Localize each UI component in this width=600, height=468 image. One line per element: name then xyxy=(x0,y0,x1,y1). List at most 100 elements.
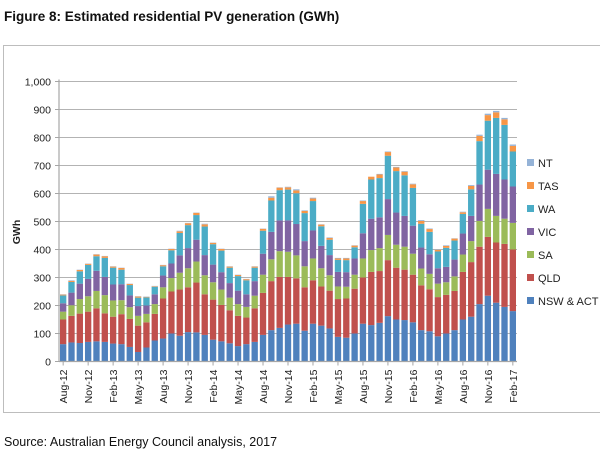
bar-segment-tas xyxy=(451,238,458,241)
legend-item: NSW & ACT xyxy=(527,296,599,308)
bar-segment-qld xyxy=(351,288,358,334)
bar-segment-sa xyxy=(351,274,358,289)
bar-segment-wa xyxy=(168,250,175,264)
bar-segment-tas xyxy=(193,212,200,216)
bar-segment-tas xyxy=(501,119,508,125)
bar-segment-wa xyxy=(126,285,133,296)
bar-segment-qld xyxy=(459,271,467,320)
bar-segment-sa xyxy=(484,208,492,237)
bar-stack xyxy=(418,220,425,362)
bar-segment-nsw-act xyxy=(468,316,475,362)
x-tick-label: Nov-15 xyxy=(383,369,395,403)
bar-segment-vic xyxy=(468,215,475,242)
bar-segment-nt xyxy=(418,220,425,221)
bar-segment-nt xyxy=(334,257,342,259)
bar-stack xyxy=(184,222,192,362)
bar-segment-qld xyxy=(309,280,317,324)
y-axis-title: GWh xyxy=(11,220,23,245)
bar-segment-vic xyxy=(343,272,350,287)
bar-stack xyxy=(359,200,367,362)
bar-segment-wa xyxy=(101,257,108,277)
bar-segment-vic xyxy=(484,169,492,209)
y-tick-label: 1,000 xyxy=(25,77,51,89)
bar-segment-wa xyxy=(243,280,250,295)
bar-segment-sa xyxy=(134,315,142,326)
bar-segment-qld xyxy=(268,281,275,331)
legend-swatch xyxy=(527,205,534,212)
bar-segment-nsw-act xyxy=(318,325,325,362)
bar-segment-sa xyxy=(59,311,67,320)
bar-segment-nsw-act xyxy=(193,332,200,362)
bar-segment-sa xyxy=(284,251,292,277)
bar-segment-vic xyxy=(276,220,283,252)
bar-segment-nt xyxy=(509,144,517,146)
bar-stack xyxy=(384,151,392,362)
bar-segment-vic xyxy=(309,230,317,259)
bar-segment-qld xyxy=(393,267,400,320)
bar-segment-vic xyxy=(259,253,267,275)
bar-segment-tas xyxy=(84,263,92,265)
bar-stack xyxy=(409,183,417,362)
bar-segment-tas xyxy=(251,266,258,268)
bar-segment-wa xyxy=(368,179,375,219)
bar-segment-wa xyxy=(184,225,192,249)
bar-segment-wa xyxy=(259,230,267,254)
bar-segment-vic xyxy=(451,259,458,277)
bar-segment-nsw-act xyxy=(251,341,258,362)
bar-segment-nsw-act xyxy=(159,338,167,362)
bar-segment-tas xyxy=(468,185,475,190)
bar-segment-wa xyxy=(268,200,275,232)
bar-segment-tas xyxy=(176,231,183,233)
bar-segment-vic xyxy=(434,268,442,284)
bar-segment-tas xyxy=(151,286,158,287)
bar-stack xyxy=(376,173,383,362)
bar-stack xyxy=(309,197,317,362)
bar-segment-sa xyxy=(376,248,383,272)
bar-stack xyxy=(84,263,92,362)
bar-segment-tas xyxy=(234,274,242,277)
x-tick-label: May-16 xyxy=(433,369,445,404)
bar-segment-wa xyxy=(76,271,83,284)
bar-segment-vic xyxy=(301,241,308,267)
bar-segment-vic xyxy=(268,231,275,260)
bar-stack xyxy=(59,294,67,362)
bar-segment-tas xyxy=(201,224,208,227)
bar-segment-sa xyxy=(326,275,333,291)
bar-segment-nt xyxy=(376,173,383,175)
bar-segment-wa xyxy=(443,247,450,267)
bar-segment-vic xyxy=(134,306,142,316)
bar-segment-qld xyxy=(301,287,308,331)
bar-stack xyxy=(368,176,375,362)
bar-segment-qld xyxy=(451,290,458,331)
bar-segment-nsw-act xyxy=(209,339,217,362)
x-tick-label: Aug-16 xyxy=(458,369,470,403)
legend-swatch xyxy=(527,182,534,189)
bar-segment-vic xyxy=(93,270,100,291)
bar-segment-qld xyxy=(468,262,475,317)
bar-segment-nt xyxy=(476,134,483,136)
bar-segment-nt xyxy=(359,200,367,202)
bar-segment-nsw-act xyxy=(243,344,250,362)
bar-segment-sa xyxy=(334,286,342,300)
bar-stack xyxy=(284,186,292,362)
bar-segment-sa xyxy=(443,282,450,295)
bar-segment-sa xyxy=(434,283,442,298)
bar-segment-wa xyxy=(218,250,225,273)
bar-segment-tas xyxy=(243,279,250,281)
bar-segment-qld xyxy=(426,289,433,332)
x-tick-label: Aug-15 xyxy=(358,369,370,403)
bar-segment-tas xyxy=(276,187,283,191)
bar-segment-sa xyxy=(451,276,458,291)
x-tick-label: May-14 xyxy=(233,369,245,404)
y-tick-label: 500 xyxy=(33,217,51,229)
bar-segment-sa xyxy=(226,297,233,311)
bar-segment-nsw-act xyxy=(176,335,183,362)
bar-segment-qld xyxy=(409,274,417,323)
bar-segment-sa xyxy=(293,255,300,279)
legend-item: NT xyxy=(527,158,553,170)
bar-segment-wa xyxy=(351,247,358,259)
bar-segment-vic xyxy=(284,220,292,252)
bar-segment-nsw-act xyxy=(168,333,175,362)
bar-segment-tas xyxy=(259,228,267,231)
bar-segment-vic xyxy=(318,245,325,269)
